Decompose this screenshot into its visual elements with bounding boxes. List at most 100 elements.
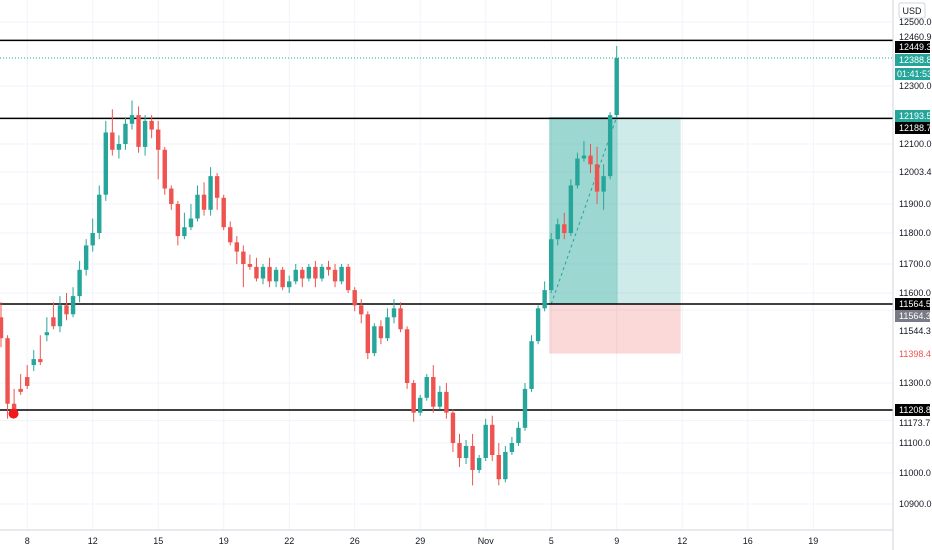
candle-body	[326, 266, 331, 270]
candle-body	[273, 269, 279, 282]
price-tick-label: 12100.0	[899, 139, 932, 149]
candle	[404, 326, 410, 389]
candle-body	[601, 176, 606, 192]
candle-body	[450, 412, 456, 443]
candle	[247, 254, 253, 270]
candle	[195, 185, 200, 222]
candle	[365, 311, 370, 360]
candle	[607, 112, 613, 180]
position-zones	[549, 116, 681, 354]
candle-body	[549, 239, 554, 291]
candle	[372, 323, 377, 357]
level-label: 12449.3	[899, 42, 932, 52]
time-tick-label: 9	[614, 536, 619, 546]
price-tick-label: 11700.0	[899, 259, 931, 269]
time-tick-label: 12	[677, 536, 687, 546]
candle	[509, 436, 515, 455]
time-tick-label: 12	[88, 536, 98, 546]
candle	[483, 418, 488, 461]
candle	[411, 380, 416, 422]
candle-body	[201, 194, 207, 210]
candle	[457, 433, 462, 467]
candle	[221, 194, 226, 231]
price-tick-label: 10900.0	[899, 499, 932, 509]
axis-background	[893, 0, 932, 550]
candle-body	[607, 115, 613, 177]
candle-body	[313, 266, 318, 279]
candle-body	[57, 305, 63, 327]
candle	[319, 264, 325, 282]
candle-body	[90, 233, 95, 246]
candle	[431, 365, 436, 413]
price-tick-label: 11000.0	[899, 468, 931, 478]
candle	[339, 264, 344, 285]
profit-zone	[617, 117, 681, 305]
candle-body	[522, 388, 528, 428]
candle	[70, 287, 76, 318]
candle-body	[614, 58, 619, 116]
candle-body	[555, 224, 560, 240]
candle	[437, 385, 443, 410]
candle	[57, 296, 63, 333]
candle-body	[136, 115, 141, 147]
candle-body	[51, 317, 56, 327]
price-tick-label: 12300.0	[899, 81, 932, 91]
candle-body	[123, 123, 128, 144]
currency-label: USD	[902, 6, 922, 16]
candle-body	[391, 308, 397, 318]
grid	[0, 0, 893, 530]
candle-body	[575, 158, 580, 186]
horizontal-levels	[0, 39, 893, 411]
candle	[136, 106, 141, 153]
candle	[31, 350, 36, 372]
price-tick-label: 11100.0	[899, 438, 930, 448]
candle	[234, 236, 239, 264]
time-tick-label: 22	[284, 536, 294, 546]
level-label: 11564.3	[899, 311, 931, 321]
candle-body	[431, 377, 436, 407]
candle-body	[496, 455, 501, 480]
candle	[516, 421, 521, 446]
candle-body	[352, 290, 357, 306]
candle	[5, 335, 10, 419]
candle-body	[110, 132, 115, 150]
candle-body	[214, 176, 220, 198]
time-tick-label: 19	[808, 536, 818, 546]
countdown-box	[895, 68, 930, 80]
candle-body	[424, 377, 429, 398]
candle	[306, 264, 312, 282]
time-tick-label: 16	[743, 536, 753, 546]
candle-body	[5, 338, 10, 404]
candle	[352, 287, 357, 312]
candle-body	[332, 269, 338, 282]
candle-body	[529, 341, 534, 389]
candle-body	[490, 424, 495, 455]
candle-body	[267, 266, 272, 282]
candle-body	[18, 388, 23, 392]
candle-body	[398, 308, 403, 330]
candle	[522, 383, 528, 431]
candle-body	[103, 132, 108, 195]
candle	[470, 433, 475, 486]
price-tick-label: 11600.0	[899, 288, 931, 298]
candle	[241, 245, 246, 288]
candle	[398, 302, 403, 333]
candle-body	[463, 446, 469, 458]
candle-body	[535, 308, 541, 342]
candle	[175, 200, 181, 246]
candles	[0, 46, 619, 486]
overlay	[8, 408, 19, 419]
candle	[562, 212, 567, 240]
candle	[549, 233, 554, 293]
loss-zone	[549, 304, 681, 354]
candle-body	[175, 204, 181, 237]
candle	[575, 152, 580, 189]
candle	[588, 144, 593, 174]
candle	[280, 266, 285, 291]
candle-body	[542, 290, 547, 309]
candle-body	[280, 269, 285, 288]
candle-body	[562, 224, 567, 233]
level-label: 11398.4	[899, 349, 931, 359]
